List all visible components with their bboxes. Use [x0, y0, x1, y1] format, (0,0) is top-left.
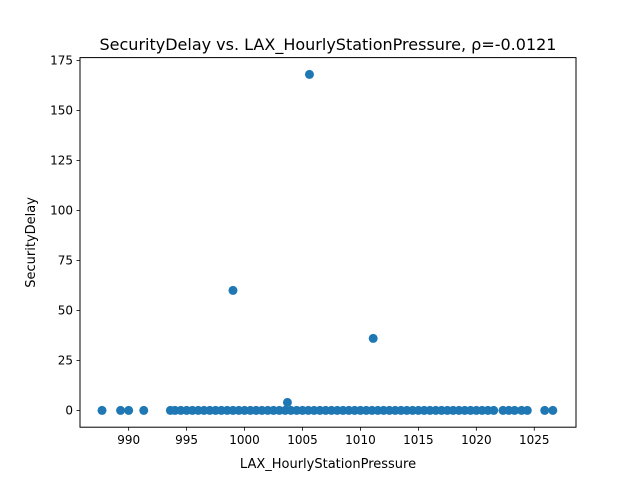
data-point	[522, 405, 532, 415]
y-tick-label: 100	[50, 204, 73, 218]
data-point	[124, 405, 134, 415]
y-axis-ticks: 0 25 50 75 100 125 150 175	[50, 54, 80, 418]
y-axis-label: SecurityDelay	[24, 197, 39, 288]
y-tick-label: 0	[65, 404, 73, 418]
data-point	[116, 405, 126, 415]
data-point	[368, 333, 378, 343]
plot-frame	[79, 57, 577, 428]
data-point	[540, 405, 550, 415]
points-layer	[97, 69, 558, 415]
y-tick-label: 25	[58, 354, 73, 368]
data-point	[228, 285, 238, 295]
x-tick-label: 1025	[519, 433, 550, 447]
y-tick-label: 175	[50, 54, 73, 68]
x-tick-label: 1020	[461, 433, 492, 447]
data-point	[97, 405, 107, 415]
y-tick-label: 75	[58, 254, 73, 268]
x-tick-label: 995	[175, 433, 198, 447]
data-point	[304, 69, 314, 79]
y-tick-label: 150	[50, 104, 73, 118]
x-tick-label: 1005	[287, 433, 318, 447]
x-tick-label: 1010	[345, 433, 376, 447]
x-axis-label: LAX_HourlyStationPressure	[240, 457, 416, 472]
x-tick-label: 990	[117, 433, 140, 447]
data-point	[489, 405, 499, 415]
data-point	[548, 405, 558, 415]
data-point	[510, 405, 520, 415]
y-tick-label: 125	[50, 154, 73, 168]
data-point	[282, 397, 292, 407]
x-axis-ticks: 990 995 1000 1005 1010 1015 1020 1025	[117, 427, 550, 447]
x-tick-label: 1000	[229, 433, 260, 447]
y-tick-label: 50	[58, 304, 73, 318]
x-tick-label: 1015	[403, 433, 434, 447]
data-point	[139, 405, 149, 415]
chart-title: SecurityDelay vs. LAX_HourlyStationPress…	[100, 35, 557, 55]
